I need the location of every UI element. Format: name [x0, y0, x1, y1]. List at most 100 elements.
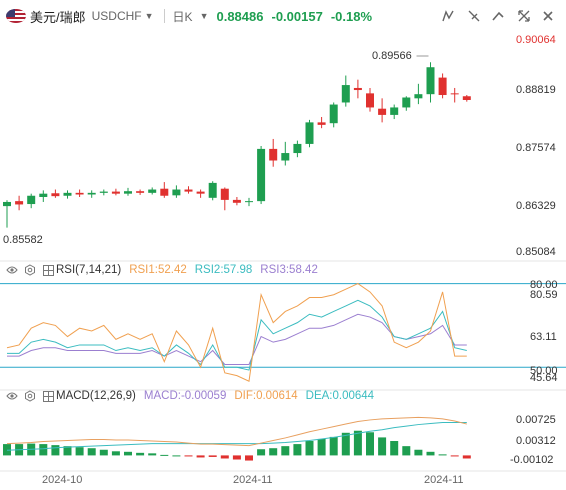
- macd-histogram-bar: [51, 445, 60, 456]
- expand-icon[interactable]: [516, 8, 532, 24]
- candle-body: [281, 153, 290, 161]
- rsi-title: RSI(7,14,21): [56, 264, 122, 276]
- eye-icon[interactable]: [6, 264, 18, 276]
- candle-body: [15, 201, 24, 205]
- draw-line-icon[interactable]: [490, 8, 506, 24]
- candle-body: [160, 188, 169, 196]
- macd-title: MACD(12,26,9): [56, 390, 136, 402]
- macd-value: MACD:-0.00059: [143, 390, 227, 402]
- macd-histogram-bar: [232, 455, 241, 460]
- eye-icon[interactable]: [6, 390, 18, 402]
- macd-histogram-bar: [269, 448, 278, 456]
- macd-histogram-bar: [220, 455, 229, 459]
- grid: [0, 260, 566, 472]
- candle-body: [184, 189, 193, 192]
- macd-histogram-bar: [305, 441, 314, 456]
- rsi2-value: RSI2:57.98: [194, 264, 253, 276]
- macd-histogram-bar: [124, 451, 132, 456]
- timeframe-chevron-down-icon[interactable]: ▼: [199, 11, 209, 21]
- candle-body: [390, 107, 399, 115]
- rsi1-value: RSI1:52.42: [129, 264, 187, 276]
- candle-body: [87, 192, 96, 195]
- rsi-axis-label: 80.00: [530, 279, 558, 291]
- candle-body: [257, 148, 266, 202]
- macd-histogram-bar: [3, 444, 11, 456]
- x-axis-label: 2024-11: [233, 474, 273, 486]
- candle-body: [148, 189, 157, 193]
- macd-histogram-bar: [414, 449, 423, 456]
- rsi1-line: [6, 283, 467, 382]
- candle-body: [366, 93, 374, 108]
- macd-histogram-bar: [63, 446, 72, 456]
- price-axis-label: 0.87574: [516, 142, 556, 154]
- macd-histogram-bar: [75, 447, 84, 456]
- macd-series: [3, 416, 471, 461]
- candle-body: [353, 87, 362, 91]
- candle-body: [75, 192, 84, 195]
- candle-body: [341, 85, 350, 103]
- settings-icon[interactable]: [24, 390, 36, 402]
- candle-body: [245, 201, 253, 203]
- candle-body: [305, 122, 314, 144]
- macd-histogram-bar: [87, 448, 96, 456]
- grid-icon[interactable]: [42, 264, 54, 276]
- symbol-selector[interactable]: USDCHF: [91, 9, 142, 23]
- rsi-series: [0, 283, 566, 382]
- grid-icon[interactable]: [42, 390, 54, 402]
- macd-histogram-bar: [366, 432, 374, 456]
- price-axis-label: 0.88819: [516, 84, 556, 96]
- candle-body: [450, 93, 459, 95]
- dea-line: [6, 422, 467, 451]
- candle-body: [329, 104, 338, 124]
- candle-body: [208, 182, 217, 198]
- macd-histogram-bar: [353, 430, 362, 456]
- rsi-axis-label: 45.64: [530, 372, 558, 384]
- candle-body: [172, 189, 181, 196]
- macd-histogram-bar: [281, 446, 290, 456]
- timeframe-selector[interactable]: 日K: [172, 9, 193, 24]
- candle-body: [269, 148, 278, 161]
- symbol-chevron-down-icon[interactable]: ▼: [144, 11, 154, 21]
- macd-legend: MACD(12,26,9) MACD:-0.00059 DIF:0.00614 …: [6, 388, 382, 404]
- macd-histogram-bar: [172, 455, 181, 457]
- macd-histogram-bar: [160, 454, 169, 456]
- macd-histogram-bar: [438, 454, 447, 456]
- last-price: 0.88486: [216, 8, 264, 24]
- candle-body: [232, 199, 241, 203]
- indicator-icon[interactable]: [466, 8, 482, 24]
- low-price-label: 0.85582: [3, 234, 43, 246]
- candle-body: [51, 193, 60, 197]
- price-change: -0.00157: [271, 8, 323, 24]
- candle-body: [293, 143, 302, 154]
- candle-body: [63, 192, 72, 196]
- macd-histogram-bar: [208, 455, 217, 457]
- price-change-percent: -0.18%: [330, 8, 373, 24]
- rsi2-line: [7, 299, 467, 371]
- candle-body: [27, 195, 36, 205]
- candlestick-chart[interactable]: 0.89566 0.85582 0.90064 0.88819 0.87574 …: [0, 32, 566, 490]
- candle-body: [462, 96, 471, 100]
- macd-histogram-bar: [462, 455, 471, 459]
- close-icon[interactable]: [540, 8, 556, 24]
- macd-histogram-bar: [184, 455, 193, 457]
- candle-body: [414, 94, 423, 99]
- macd-histogram-bar: [402, 446, 411, 456]
- settings-icon[interactable]: [24, 264, 36, 276]
- macd-histogram-bar: [341, 432, 350, 456]
- macd-histogram-bar: [136, 452, 145, 456]
- candle-series: [3, 55, 471, 228]
- price-axis-label: 0.86329: [516, 200, 556, 212]
- candle-body: [402, 97, 411, 108]
- macd-histogram-bar: [245, 455, 253, 461]
- pair-name: 美元/瑞郎: [30, 9, 86, 25]
- rsi3-value: RSI3:58.42: [260, 264, 318, 276]
- candle-body: [378, 108, 387, 115]
- macd-axis-label: 0.00312: [516, 435, 556, 447]
- macd-histogram-bar: [196, 455, 205, 458]
- candle-body: [317, 122, 326, 125]
- drawing-icon[interactable]: [440, 8, 456, 24]
- dif-value: DIF:0.00614: [234, 390, 298, 402]
- rsi-axis-label: 63.11: [530, 331, 557, 343]
- price-axis-label: 0.90064: [516, 34, 556, 46]
- macd-histogram-bar: [317, 438, 326, 456]
